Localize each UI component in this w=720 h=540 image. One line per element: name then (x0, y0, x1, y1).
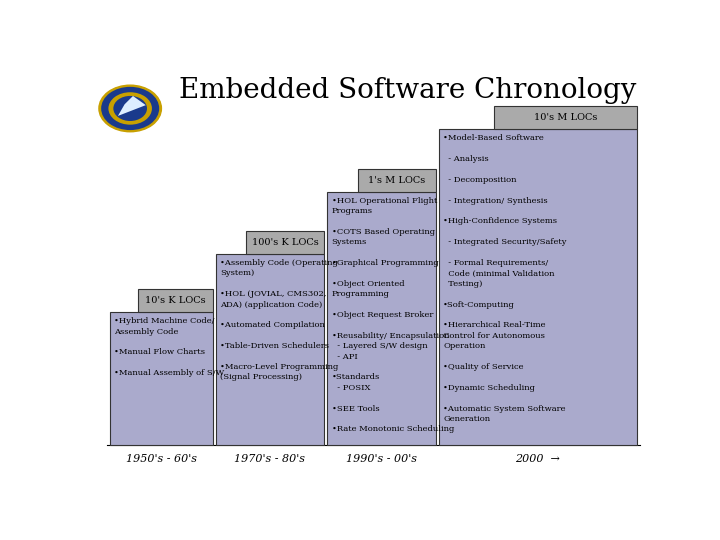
Text: 10's K LOCs: 10's K LOCs (145, 296, 206, 305)
Circle shape (113, 96, 147, 121)
Polygon shape (118, 96, 145, 116)
Text: 1950's - 60's: 1950's - 60's (126, 454, 197, 463)
Circle shape (101, 87, 159, 130)
Text: 10's M LOCs: 10's M LOCs (534, 113, 597, 123)
Text: •Model-Based Software

  - Analysis

  - Decomposition

  - Integration/ Synthes: •Model-Based Software - Analysis - Decom… (444, 134, 567, 423)
Text: Embedded Software Chronology: Embedded Software Chronology (179, 77, 636, 104)
Circle shape (99, 85, 161, 132)
Bar (358, 168, 436, 192)
Text: •Hybrid Machine Code/
Assembly Code

•Manual Flow Charts

•Manual Assembly of S/: •Hybrid Machine Code/ Assembly Code •Man… (114, 317, 224, 377)
Text: 100's K LOCs: 100's K LOCs (252, 238, 318, 247)
Bar (327, 192, 436, 446)
Text: 1990's - 00's: 1990's - 00's (346, 454, 417, 463)
Circle shape (109, 92, 152, 125)
Bar (138, 289, 213, 312)
Text: 2000  →: 2000 → (516, 454, 560, 463)
Bar (109, 312, 213, 446)
Text: •HOL Operational Flight
Programs

•COTS Based Operating
Systems

•Graphical Prog: •HOL Operational Flight Programs •COTS B… (332, 197, 454, 434)
Bar (494, 106, 637, 129)
Text: •Assembly Code (Operating
System)

•HOL (JOVIAL, CMS302,
ADA) (application Code): •Assembly Code (Operating System) •HOL (… (220, 259, 338, 381)
Text: 1970's - 80's: 1970's - 80's (235, 454, 305, 463)
Bar (246, 231, 324, 254)
Bar (438, 129, 637, 446)
Bar (215, 254, 324, 446)
Text: 1's M LOCs: 1's M LOCs (368, 176, 426, 185)
